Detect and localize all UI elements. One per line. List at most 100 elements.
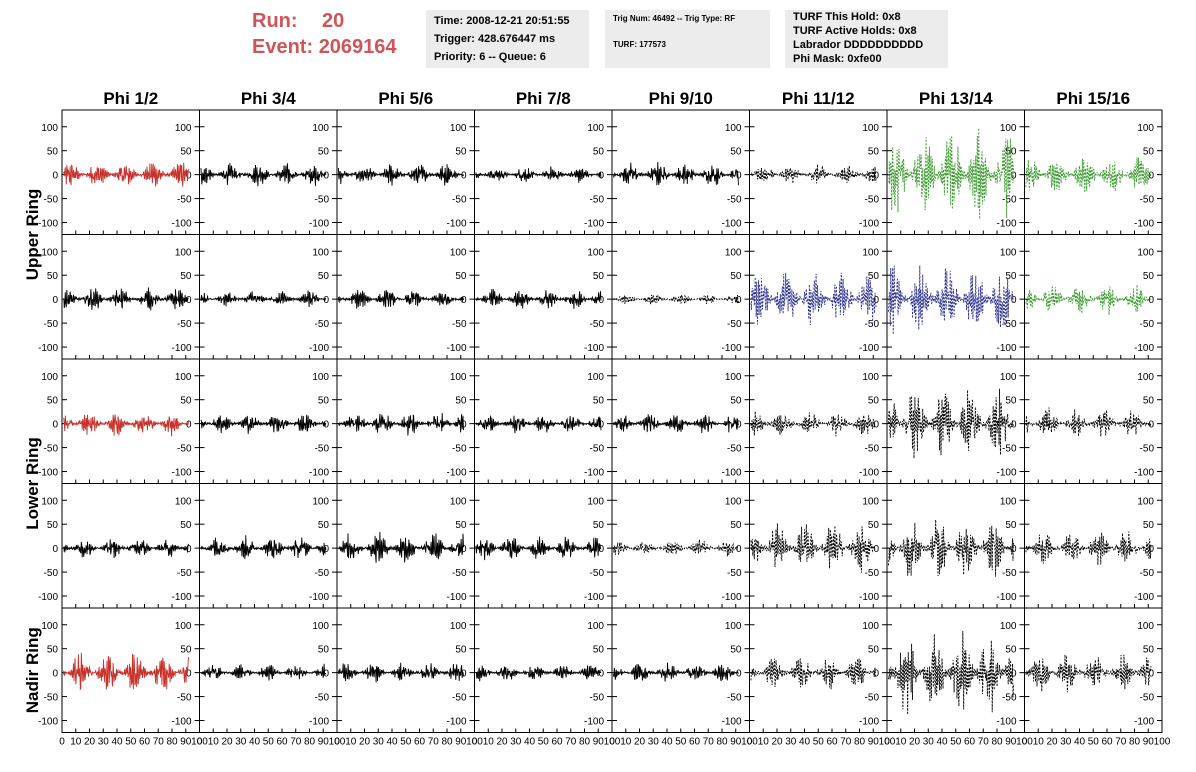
x-tick-label: 60 — [414, 737, 426, 748]
y-tick-label: 0 — [736, 171, 742, 182]
x-tick-label: 20 — [84, 737, 96, 748]
y-tick-label: 0 — [1011, 420, 1017, 431]
y-tick-label: -50 — [590, 693, 605, 704]
waveform-trace — [200, 535, 327, 560]
y-tick-label: 100 — [587, 372, 604, 383]
x-tick-label: 100 — [741, 737, 758, 748]
column-title: Phi 15/16 — [1056, 89, 1130, 108]
y-tick-label: 100 — [175, 372, 192, 383]
y-tick-label: -100 — [584, 468, 604, 479]
x-tick-label: 80 — [854, 737, 866, 748]
y-tick-label: -50 — [727, 195, 742, 206]
y-tick-label: 0 — [323, 544, 329, 555]
y-tick-label: -100 — [584, 592, 604, 603]
x-tick-label: 70 — [1115, 737, 1127, 748]
x-tick-label: 0 — [1022, 737, 1028, 748]
y-tick-label: 100 — [862, 621, 879, 632]
row-label: Nadir Ring — [23, 627, 42, 713]
y-tick-label: -50 — [590, 568, 605, 579]
y-tick-label: 0 — [186, 295, 192, 306]
y-tick-label: -50 — [1002, 319, 1017, 330]
y-tick-label: -50 — [452, 693, 467, 704]
y-tick-label: 0 — [1148, 295, 1154, 306]
waveform-trace — [887, 519, 1014, 577]
y-tick-label: -50 — [177, 195, 192, 206]
y-tick-label: 100 — [1000, 621, 1017, 632]
y-tick-label: 50 — [868, 396, 880, 407]
y-tick-label: -100 — [171, 468, 191, 479]
y-tick-label: 50 — [1143, 645, 1155, 656]
y-tick-label: -100 — [584, 219, 604, 230]
waveform-trace — [475, 288, 602, 309]
y-tick-label: 0 — [736, 295, 742, 306]
y-tick-label: 0 — [461, 544, 467, 555]
y-tick-label: -100 — [309, 468, 329, 479]
y-tick-label: 100 — [862, 123, 879, 134]
y-tick-label: 0 — [186, 669, 192, 680]
y-tick-label: -50 — [177, 693, 192, 704]
waveform-trace — [887, 388, 1014, 459]
y-tick-label: 50 — [593, 396, 605, 407]
x-tick-label: 40 — [524, 737, 536, 748]
y-tick-label: -100 — [171, 219, 191, 230]
x-tick-label: 10 — [208, 737, 220, 748]
x-tick-label: 30 — [373, 737, 385, 748]
y-tick-label: 0 — [1011, 544, 1017, 555]
waveform-trace — [887, 631, 1014, 715]
x-tick-label: 70 — [978, 737, 990, 748]
y-tick-label: 0 — [1011, 171, 1017, 182]
waveform-trace — [63, 414, 189, 437]
y-tick-label: 0 — [873, 171, 879, 182]
y-tick-label: -50 — [1002, 444, 1017, 455]
y-tick-label: -50 — [452, 195, 467, 206]
x-tick-label: 80 — [441, 737, 453, 748]
y-tick-label: -100 — [38, 343, 58, 354]
x-tick-label: 0 — [472, 737, 478, 748]
y-tick-label: 50 — [730, 396, 742, 407]
y-tick-label: -50 — [315, 195, 330, 206]
y-tick-label: -100 — [446, 343, 466, 354]
x-tick-label: 30 — [1060, 737, 1072, 748]
x-tick-label: 0 — [884, 737, 890, 748]
y-tick-label: 0 — [1148, 420, 1154, 431]
waveform-trace — [200, 663, 327, 681]
y-tick-label: 0 — [873, 669, 879, 680]
x-tick-label: 50 — [1088, 737, 1100, 748]
y-tick-label: -50 — [44, 195, 59, 206]
y-tick-label: 100 — [41, 496, 58, 507]
waveform-trace — [612, 161, 739, 186]
event-value: 2069164 — [318, 36, 397, 58]
event-label: Event: — [252, 36, 314, 58]
y-tick-label: -100 — [996, 592, 1016, 603]
x-tick-label: 90 — [1005, 737, 1017, 748]
y-tick-label: -50 — [865, 319, 880, 330]
y-tick-label: 100 — [175, 496, 192, 507]
waveform-trace — [63, 287, 189, 311]
x-tick-label: 100 — [466, 737, 483, 748]
y-tick-label: -100 — [171, 592, 191, 603]
x-tick-label: 0 — [334, 737, 340, 748]
y-tick-label: 0 — [1148, 544, 1154, 555]
waveform-trace — [475, 415, 602, 434]
x-tick-label: 0 — [197, 737, 203, 748]
y-tick-label: 0 — [461, 171, 467, 182]
y-tick-label: -100 — [1134, 343, 1154, 354]
y-tick-label: -100 — [171, 343, 191, 354]
y-tick-label: 100 — [1000, 247, 1017, 258]
y-tick-label: 100 — [725, 123, 742, 134]
x-tick-label: 60 — [826, 737, 838, 748]
y-tick-label: -100 — [721, 219, 741, 230]
y-tick-label: -50 — [177, 319, 192, 330]
y-tick-label: 0 — [598, 295, 604, 306]
y-tick-label: -50 — [1140, 444, 1155, 455]
waveform-trace — [338, 531, 464, 563]
waveform-trace — [1025, 407, 1152, 437]
y-tick-label: -50 — [315, 319, 330, 330]
y-tick-label: -50 — [727, 444, 742, 455]
waveform-trace — [887, 265, 1014, 335]
y-tick-label: 100 — [312, 247, 329, 258]
waveform-trace — [475, 166, 602, 183]
run-value: 20 — [322, 10, 345, 32]
x-tick-label: 30 — [510, 737, 522, 748]
y-tick-label: 50 — [1005, 520, 1017, 531]
